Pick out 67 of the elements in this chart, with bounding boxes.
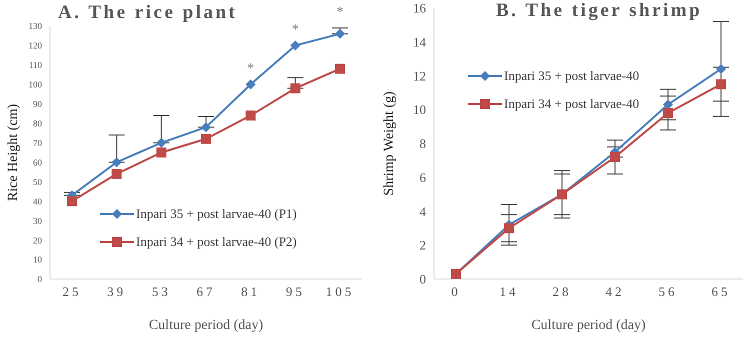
point [67,196,77,206]
point [112,168,122,179]
x-tick-label: 81 [241,284,260,300]
x-axis-title: Culture period (day) [531,318,646,333]
annotation: * [247,61,254,76]
y-tick-label: 90 [33,99,42,110]
y-tick-label: 40 [33,196,42,206]
point [663,108,673,118]
y-tick-label: 8 [420,136,426,152]
y-tick-label: 10 [413,102,426,118]
y-tick-label: 50 [33,176,42,187]
x-tick-label: 105 [326,284,354,300]
point [504,223,514,234]
legend-label: Inpari 35 + post larvae-40 [504,68,640,84]
y-tick-label: 6 [420,170,426,185]
point [610,152,620,162]
point [335,28,345,39]
y-tick-label: 60 [33,157,42,168]
point [290,83,300,94]
x-tick-label: 25 [62,284,82,300]
y-axis-title: Shrimp Weight (g) [382,90,397,196]
y-tick-label: 70 [33,138,42,148]
y-tick-label: 80 [33,118,42,129]
point [201,134,211,144]
annotation: * [292,22,299,38]
x-tick-label: 39 [107,284,126,300]
y-axis-title: Rice Height (cm) [6,104,21,202]
y-tick-label: 130 [28,21,42,32]
point [290,40,300,50]
legend-label: Inpari 34 + post larvae-40 [504,96,640,112]
y-tick-label: 30 [33,216,42,226]
x-tick-label: 53 [152,284,171,300]
x-tick-label: 14 [500,284,518,300]
x-tick-label: 56 [658,284,678,300]
point [201,122,211,132]
point [716,79,726,90]
point [246,79,256,90]
y-tick-label: 16 [413,0,426,16]
y-tick-label: 14 [413,34,426,50]
point [246,110,256,121]
x-tick-label: 95 [286,284,305,300]
y-tick-label: 10 [33,254,42,265]
legend-label: Inpari 35 + post larvae-40 (P1) [136,206,297,222]
y-tick-label: 110 [28,60,42,70]
legend-label: Inpari 34 + post larvae-40 (P2) [136,234,297,250]
y-tick-label: 100 [28,80,42,90]
y-tick-label: 0 [38,274,42,284]
point [112,157,122,168]
chart-title: B. The tiger shrimp [496,0,702,22]
y-tick-label: 20 [33,235,42,246]
x-tick-label: 67 [196,284,216,300]
x-tick-label: 42 [606,284,624,300]
x-axis-title: Culture period (day) [148,318,264,333]
x-tick-label: 0 [451,284,461,300]
y-tick-label: 12 [413,68,426,84]
x-tick-label: 28 [552,284,572,300]
annotation: * [336,4,344,20]
chart-title: A. The rice plant [58,2,238,24]
point [716,64,726,74]
x-tick-label: 65 [712,284,730,300]
y-tick-label: 0 [420,272,426,287]
y-tick-label: 2 [420,238,426,253]
y-tick-label: 4 [420,204,426,219]
point [156,138,166,148]
y-tick-label: 120 [28,40,42,51]
point [335,64,345,74]
point [156,148,166,158]
